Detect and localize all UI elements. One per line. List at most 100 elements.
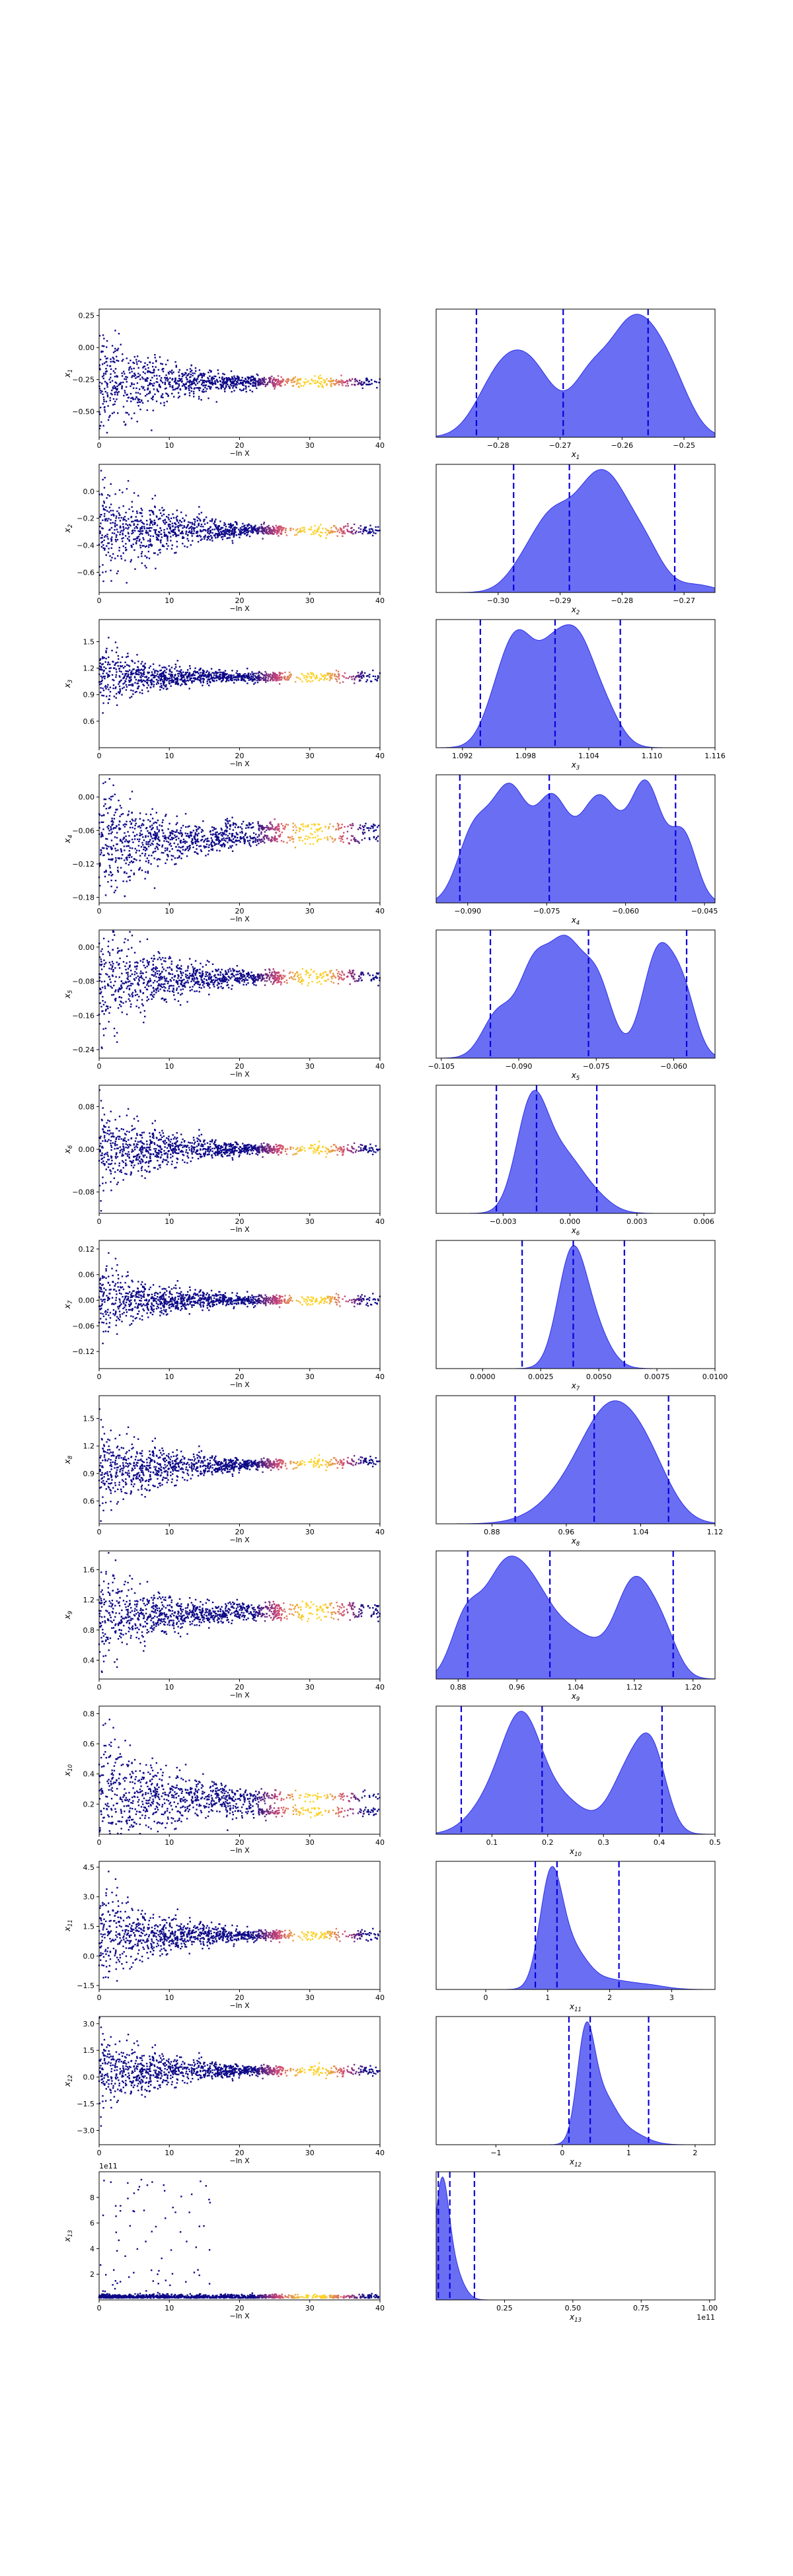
trace-point <box>115 382 118 384</box>
trace-point <box>245 532 248 534</box>
trace-point <box>113 984 115 987</box>
trace-point <box>170 832 172 834</box>
trace-point <box>142 679 145 682</box>
trace-point <box>175 823 177 826</box>
x-tick-label: 1.098 <box>515 752 537 760</box>
trace-point <box>119 665 122 667</box>
trace-point <box>295 826 297 828</box>
trace-point <box>149 834 152 836</box>
trace-point <box>117 655 120 657</box>
trace-point <box>261 840 264 843</box>
trace-point <box>295 534 298 536</box>
trace-point <box>206 846 208 848</box>
trace-point <box>302 823 304 825</box>
trace-point <box>173 676 175 678</box>
trace-point <box>131 501 133 503</box>
trace-point <box>186 855 188 857</box>
trace-point <box>215 526 217 528</box>
trace-point <box>176 987 178 989</box>
trace-point <box>223 533 225 536</box>
trace-point <box>256 530 259 532</box>
trace-point <box>188 530 191 532</box>
trace-point <box>176 540 178 543</box>
trace-point <box>102 375 105 376</box>
trace-point <box>121 375 124 377</box>
posterior-frame <box>435 619 716 748</box>
trace-point <box>321 384 324 386</box>
trace-point <box>237 674 239 676</box>
trace-point <box>253 379 255 381</box>
trace-point <box>194 370 197 372</box>
trace-point <box>202 388 205 390</box>
trace-point <box>184 388 186 390</box>
trace-point <box>116 843 118 845</box>
trace-point <box>126 820 128 822</box>
trace-point <box>362 829 365 831</box>
posterior-density-area <box>435 314 716 438</box>
trace-point <box>188 394 191 397</box>
trace-point <box>250 378 252 381</box>
trace-point <box>139 401 141 404</box>
trace-point <box>161 845 163 848</box>
trace-point <box>254 675 256 677</box>
trace-point <box>139 528 141 530</box>
trace-point <box>152 982 155 984</box>
trace-point <box>283 828 285 830</box>
trace-point <box>309 528 311 530</box>
trace-point <box>151 673 154 676</box>
trace-point <box>321 386 323 388</box>
trace-point <box>223 377 226 380</box>
trace-point <box>143 665 145 667</box>
trace-point <box>228 840 230 841</box>
trace-point <box>185 835 188 837</box>
trace-point <box>149 839 151 841</box>
trace-point <box>161 382 164 384</box>
trace-point <box>114 890 116 892</box>
trace-point <box>99 862 101 865</box>
trace-point <box>217 968 219 970</box>
trace-point <box>163 533 166 535</box>
posterior-frame <box>435 308 716 438</box>
trace-point <box>248 535 251 538</box>
trace-point <box>193 680 195 682</box>
trace-point <box>273 382 276 384</box>
trace-point <box>204 538 206 540</box>
trace-point <box>104 875 106 878</box>
trace-point <box>277 828 279 830</box>
trace-point <box>170 685 172 687</box>
trace-point <box>329 675 332 678</box>
trace-point <box>176 989 178 991</box>
trace-point <box>121 385 123 387</box>
trace-point <box>235 382 238 384</box>
trace-point <box>205 964 208 966</box>
trace-point <box>153 822 155 824</box>
trace-point <box>124 546 127 549</box>
trace-point <box>210 668 213 670</box>
trace-point <box>175 365 177 367</box>
trace-point <box>147 982 149 985</box>
trace-point <box>138 672 140 674</box>
trace-point <box>232 380 234 382</box>
trace-point <box>200 520 202 522</box>
trace-point <box>334 383 336 385</box>
trace-point <box>367 532 370 534</box>
trace-point <box>113 385 116 387</box>
trace-point <box>344 532 346 534</box>
trace-point <box>161 675 164 678</box>
trace-point <box>100 849 102 852</box>
trace-point <box>318 824 321 826</box>
trace-point <box>105 554 107 556</box>
trace-point <box>137 373 139 375</box>
trace-point <box>149 544 152 546</box>
trace-point <box>121 360 123 362</box>
trace-point <box>197 853 199 855</box>
trace-point <box>299 828 302 830</box>
trace-point <box>156 859 159 861</box>
trace-point <box>131 530 133 532</box>
trace-point <box>130 982 132 985</box>
x-tick-label: 30 <box>305 441 315 450</box>
trace-point <box>117 990 120 993</box>
trace-point <box>107 419 110 421</box>
trace-point <box>140 676 142 678</box>
trace-point <box>226 530 228 532</box>
